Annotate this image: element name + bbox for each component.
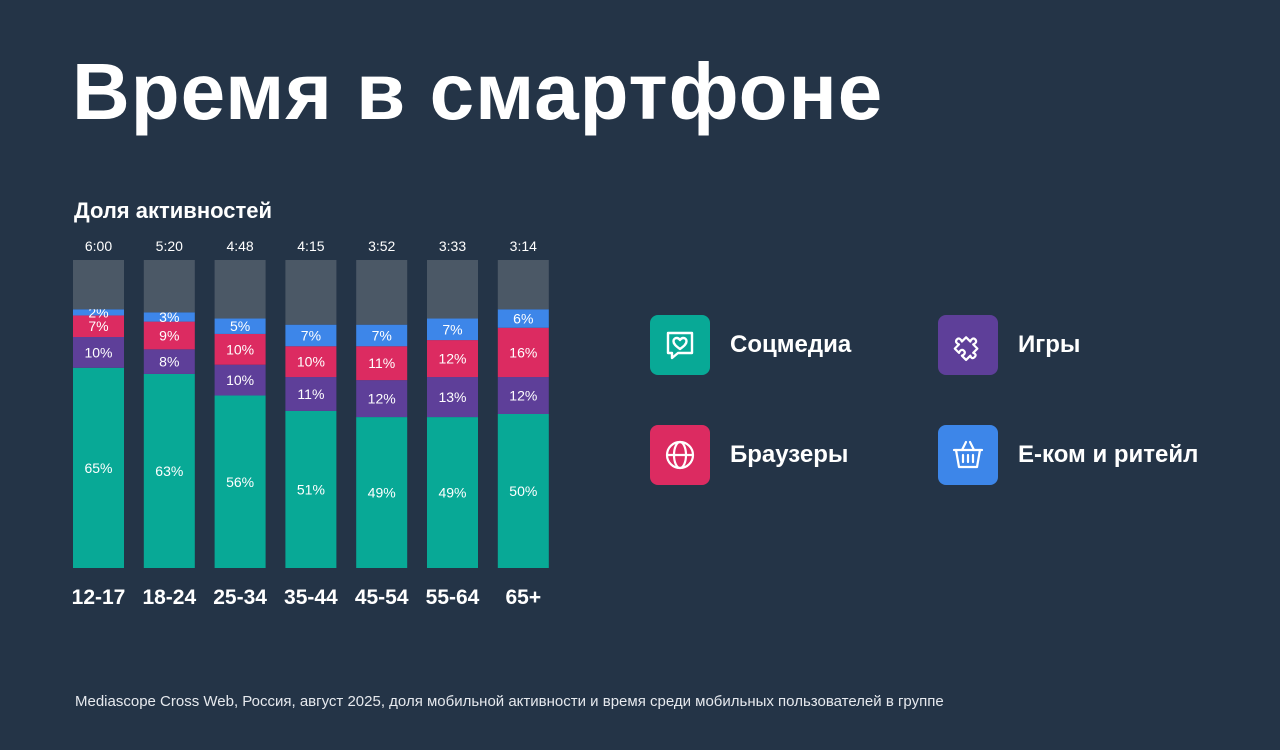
bar-total-label: 3:33 bbox=[439, 238, 466, 254]
data-label: 7% bbox=[301, 327, 321, 343]
legend-item-social: Соцмедиа bbox=[650, 315, 851, 375]
x-tick-label: 12-17 bbox=[72, 586, 126, 609]
bar-segment-25-34-4 bbox=[214, 260, 266, 319]
bar-total-label: 4:15 bbox=[297, 238, 324, 254]
bar-segment-12-17-3 bbox=[73, 309, 124, 316]
data-label: 6% bbox=[513, 311, 533, 327]
bar-segment-18-24-0 bbox=[143, 373, 195, 568]
bar-segment-25-34-1 bbox=[214, 364, 266, 396]
bar-segment-25-34-0 bbox=[214, 395, 266, 568]
bar-segment-55-64-3 bbox=[427, 318, 478, 341]
bar-segment-25-34-2 bbox=[214, 333, 266, 365]
bar-segment-45-54-0 bbox=[356, 417, 408, 568]
legend-label-social: Соцмедиа bbox=[730, 331, 852, 358]
bar-segment-25-34-3 bbox=[214, 318, 266, 334]
data-label: 7% bbox=[442, 321, 462, 337]
bar-segment-45-54-3 bbox=[356, 324, 408, 347]
bar-segment-65-1 bbox=[497, 377, 549, 414]
x-tick-label: 65+ bbox=[505, 586, 541, 609]
data-label: 12% bbox=[509, 388, 537, 404]
data-label: 3% bbox=[159, 309, 179, 325]
bar-segment-35-44-2 bbox=[285, 346, 337, 378]
data-label: 12% bbox=[438, 351, 466, 367]
data-label: 50% bbox=[509, 483, 537, 499]
legend-item-games: Игры bbox=[938, 315, 1080, 375]
bar-segment-12-17-1 bbox=[73, 337, 124, 368]
chart-subtitle: Доля активностей bbox=[74, 198, 273, 223]
data-label: 10% bbox=[226, 372, 254, 388]
bar-total-label: 4:48 bbox=[226, 238, 253, 254]
bar-total-label: 6:00 bbox=[85, 238, 112, 254]
data-label: 65% bbox=[84, 460, 112, 476]
x-tick-label: 35-44 bbox=[284, 586, 338, 609]
bar-total-label: 3:14 bbox=[510, 238, 537, 254]
bar-segment-65-3 bbox=[497, 309, 549, 328]
data-label: 7% bbox=[372, 327, 392, 343]
bar-segment-35-44-3 bbox=[285, 324, 337, 347]
bar-segment-65-0 bbox=[497, 414, 549, 568]
x-tick-label: 45-54 bbox=[355, 586, 409, 609]
data-label: 49% bbox=[368, 485, 396, 501]
bar-segment-45-54-1 bbox=[356, 380, 408, 418]
x-tick-label: 18-24 bbox=[142, 586, 196, 609]
bar-segment-45-54-2 bbox=[356, 346, 408, 381]
bar-total-label: 3:52 bbox=[368, 238, 395, 254]
bar-segment-65-2 bbox=[497, 327, 549, 378]
legend-label-games: Игры bbox=[1018, 331, 1081, 358]
bar-segment-35-44-4 bbox=[285, 260, 337, 325]
bar-segment-35-44-0 bbox=[285, 410, 337, 568]
data-label: 56% bbox=[226, 474, 254, 490]
data-label: 10% bbox=[84, 344, 112, 360]
data-label: 13% bbox=[438, 389, 466, 405]
data-label: 12% bbox=[368, 391, 396, 407]
basket-icon bbox=[938, 425, 998, 485]
legend-label-browsers: Браузеры bbox=[730, 441, 849, 468]
bar-segment-18-24-1 bbox=[143, 349, 195, 374]
x-tick-label: 55-64 bbox=[426, 586, 480, 609]
page-title: Время в смартфоне bbox=[72, 47, 884, 136]
data-label: 63% bbox=[155, 463, 183, 479]
bar-segment-65-4 bbox=[497, 260, 549, 310]
legend-item-ecom: Е-ком и ритейл bbox=[938, 425, 1198, 485]
data-label: 8% bbox=[159, 354, 179, 370]
bar-segment-18-24-4 bbox=[143, 260, 195, 313]
bar-segment-35-44-1 bbox=[285, 377, 337, 411]
data-label: 10% bbox=[226, 341, 254, 357]
data-label: 16% bbox=[509, 344, 537, 360]
bar-segment-45-54-4 bbox=[356, 260, 408, 325]
bar-segment-18-24-3 bbox=[143, 312, 195, 322]
data-label: 10% bbox=[297, 354, 325, 370]
data-label: 9% bbox=[159, 327, 179, 343]
bar-segment-55-64-0 bbox=[427, 417, 478, 568]
bar-segment-12-17-0 bbox=[73, 367, 124, 568]
data-label: 5% bbox=[230, 318, 250, 334]
data-label: 11% bbox=[368, 355, 395, 371]
data-label: 49% bbox=[438, 485, 466, 501]
bar-segment-55-64-2 bbox=[427, 340, 478, 378]
bar-total-label: 5:20 bbox=[156, 238, 183, 254]
x-tick-label: 25-34 bbox=[213, 586, 267, 609]
data-label: 11% bbox=[297, 386, 324, 402]
legend-item-browsers: Браузеры bbox=[650, 425, 848, 485]
bar-segment-12-17-4 bbox=[73, 260, 124, 310]
legend-label-ecom: Е-ком и ритейл bbox=[1018, 441, 1199, 468]
bar-segment-18-24-2 bbox=[143, 321, 195, 350]
bar-segment-55-64-1 bbox=[427, 377, 478, 418]
legend: Соцмедиа Игры Браузеры bbox=[650, 315, 1250, 487]
chat-heart-icon bbox=[650, 315, 710, 375]
stacked-bar-chart: 65%10%7%2%6:0012-1763%8%9%3%5:2018-2456%… bbox=[72, 238, 549, 609]
source-footnote: Mediascope Cross Web, Россия, август 202… bbox=[75, 693, 944, 710]
data-label: 51% bbox=[297, 481, 325, 497]
data-label: 7% bbox=[88, 318, 108, 334]
puzzle-icon bbox=[938, 315, 998, 375]
globe-icon bbox=[650, 425, 710, 485]
bar-segment-12-17-2 bbox=[73, 315, 124, 337]
bar-segment-55-64-4 bbox=[427, 260, 478, 319]
